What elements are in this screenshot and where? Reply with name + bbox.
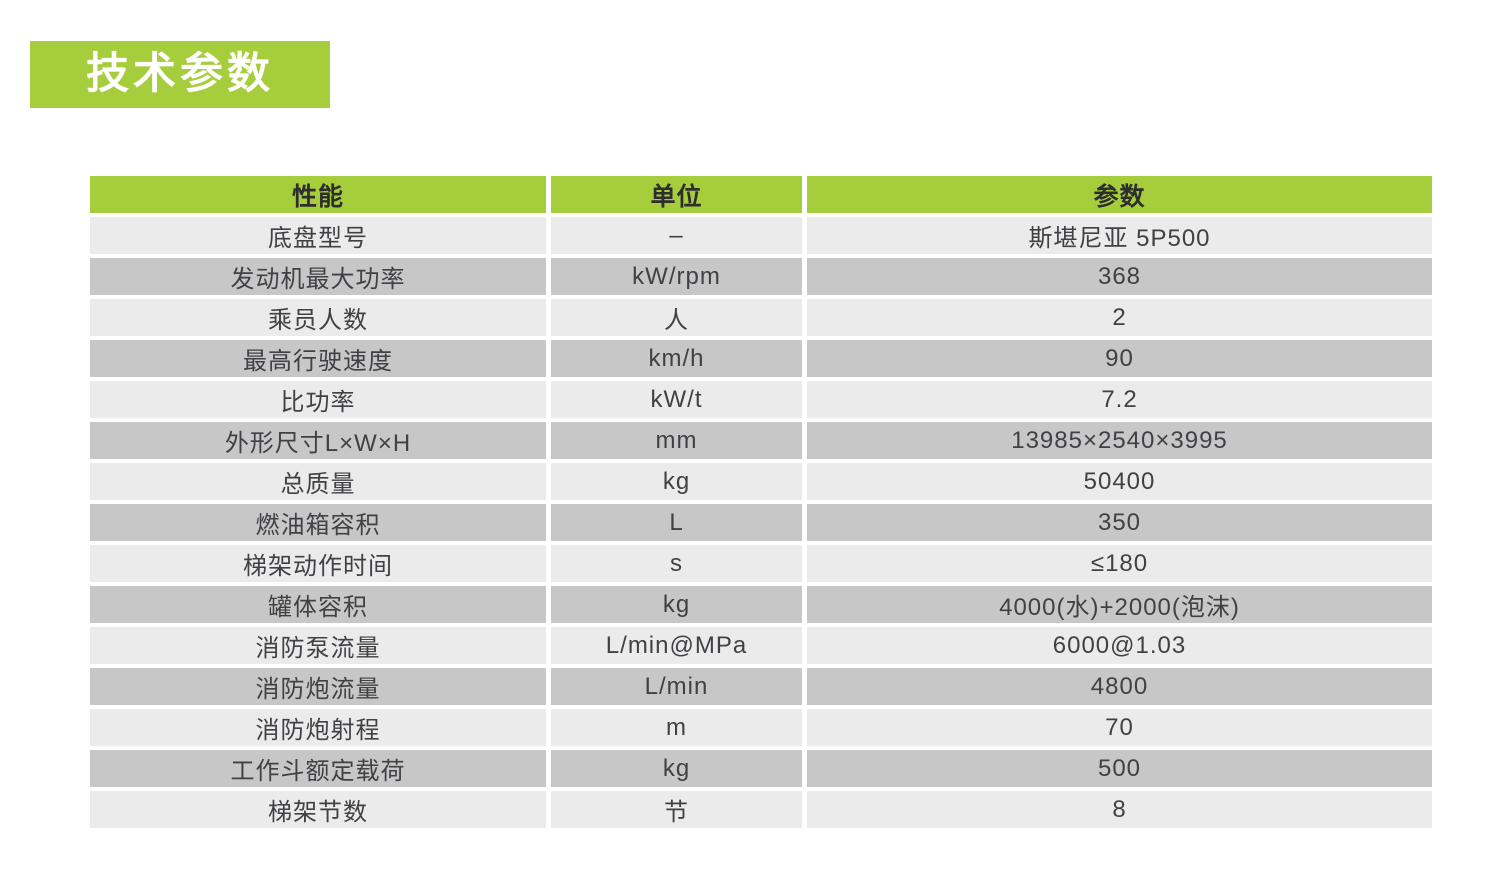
perf-name-cell: 底盘型号 [90, 217, 546, 254]
unit-cell: kg [551, 586, 802, 623]
value-cell: 13985×2540×3995 [807, 422, 1432, 459]
unit-cell: L [551, 504, 802, 541]
unit-cell: m [551, 709, 802, 746]
table-row: 燃油箱容积 L 350 [90, 504, 1432, 541]
perf-name-cell: 乘员人数 [90, 299, 546, 336]
perf-name-cell: 总质量 [90, 463, 546, 500]
table-row: 消防炮射程 m 70 [90, 709, 1432, 746]
header-unit: 单位 [551, 176, 802, 213]
table-row: 梯架节数 节 8 [90, 791, 1432, 828]
unit-cell: L/min@MPa [551, 627, 802, 664]
value-cell: 50400 [807, 463, 1432, 500]
perf-name-cell: 消防泵流量 [90, 627, 546, 664]
table-row: 外形尺寸L×W×H mm 13985×2540×3995 [90, 422, 1432, 459]
perf-name-cell: 最高行驶速度 [90, 340, 546, 377]
table-row: 消防炮流量 L/min 4800 [90, 668, 1432, 705]
perf-name-cell: 工作斗额定载荷 [90, 750, 546, 787]
value-cell: 90 [807, 340, 1432, 377]
value-cell: 70 [807, 709, 1432, 746]
value-cell: ≤180 [807, 545, 1432, 582]
unit-cell: – [551, 217, 802, 254]
value-cell: 350 [807, 504, 1432, 541]
perf-name-cell: 罐体容积 [90, 586, 546, 623]
table-row: 总质量 kg 50400 [90, 463, 1432, 500]
unit-cell: s [551, 545, 802, 582]
header-performance: 性能 [90, 176, 546, 213]
perf-name-cell: 发动机最大功率 [90, 258, 546, 295]
section-title: 技术参数 [86, 50, 274, 98]
table-row: 比功率 kW/t 7.2 [90, 381, 1432, 418]
unit-cell: km/h [551, 340, 802, 377]
table-row: 罐体容积 kg 4000(水)+2000(泡沫) [90, 586, 1432, 623]
table-row: 最高行驶速度 km/h 90 [90, 340, 1432, 377]
value-cell: 斯堪尼亚 5P500 [807, 217, 1432, 254]
value-cell: 8 [807, 791, 1432, 828]
perf-name-cell: 比功率 [90, 381, 546, 418]
value-cell: 2 [807, 299, 1432, 336]
value-cell: 4000(水)+2000(泡沫) [807, 586, 1432, 623]
unit-cell: kg [551, 750, 802, 787]
perf-name-cell: 燃油箱容积 [90, 504, 546, 541]
section-title-banner: 技术参数 [30, 41, 330, 108]
unit-cell: kW/rpm [551, 258, 802, 295]
unit-cell: kW/t [551, 381, 802, 418]
table-row: 底盘型号 – 斯堪尼亚 5P500 [90, 217, 1432, 254]
spec-table: 性能 单位 参数 底盘型号 – 斯堪尼亚 5P500 发动机最大功率 kW/rp… [85, 172, 1437, 832]
table-row: 工作斗额定载荷 kg 500 [90, 750, 1432, 787]
header-parameter: 参数 [807, 176, 1432, 213]
perf-name-cell: 外形尺寸L×W×H [90, 422, 546, 459]
value-cell: 4800 [807, 668, 1432, 705]
unit-cell: 节 [551, 791, 802, 828]
value-cell: 500 [807, 750, 1432, 787]
perf-name-cell: 梯架动作时间 [90, 545, 546, 582]
perf-name-cell: 消防炮流量 [90, 668, 546, 705]
table-row: 发动机最大功率 kW/rpm 368 [90, 258, 1432, 295]
table-header-row: 性能 单位 参数 [90, 176, 1432, 213]
unit-cell: 人 [551, 299, 802, 336]
unit-cell: mm [551, 422, 802, 459]
value-cell: 6000@1.03 [807, 627, 1432, 664]
table-row: 乘员人数 人 2 [90, 299, 1432, 336]
unit-cell: L/min [551, 668, 802, 705]
unit-cell: kg [551, 463, 802, 500]
perf-name-cell: 梯架节数 [90, 791, 546, 828]
value-cell: 7.2 [807, 381, 1432, 418]
value-cell: 368 [807, 258, 1432, 295]
table-row: 消防泵流量 L/min@MPa 6000@1.03 [90, 627, 1432, 664]
perf-name-cell: 消防炮射程 [90, 709, 546, 746]
table-row: 梯架动作时间 s ≤180 [90, 545, 1432, 582]
